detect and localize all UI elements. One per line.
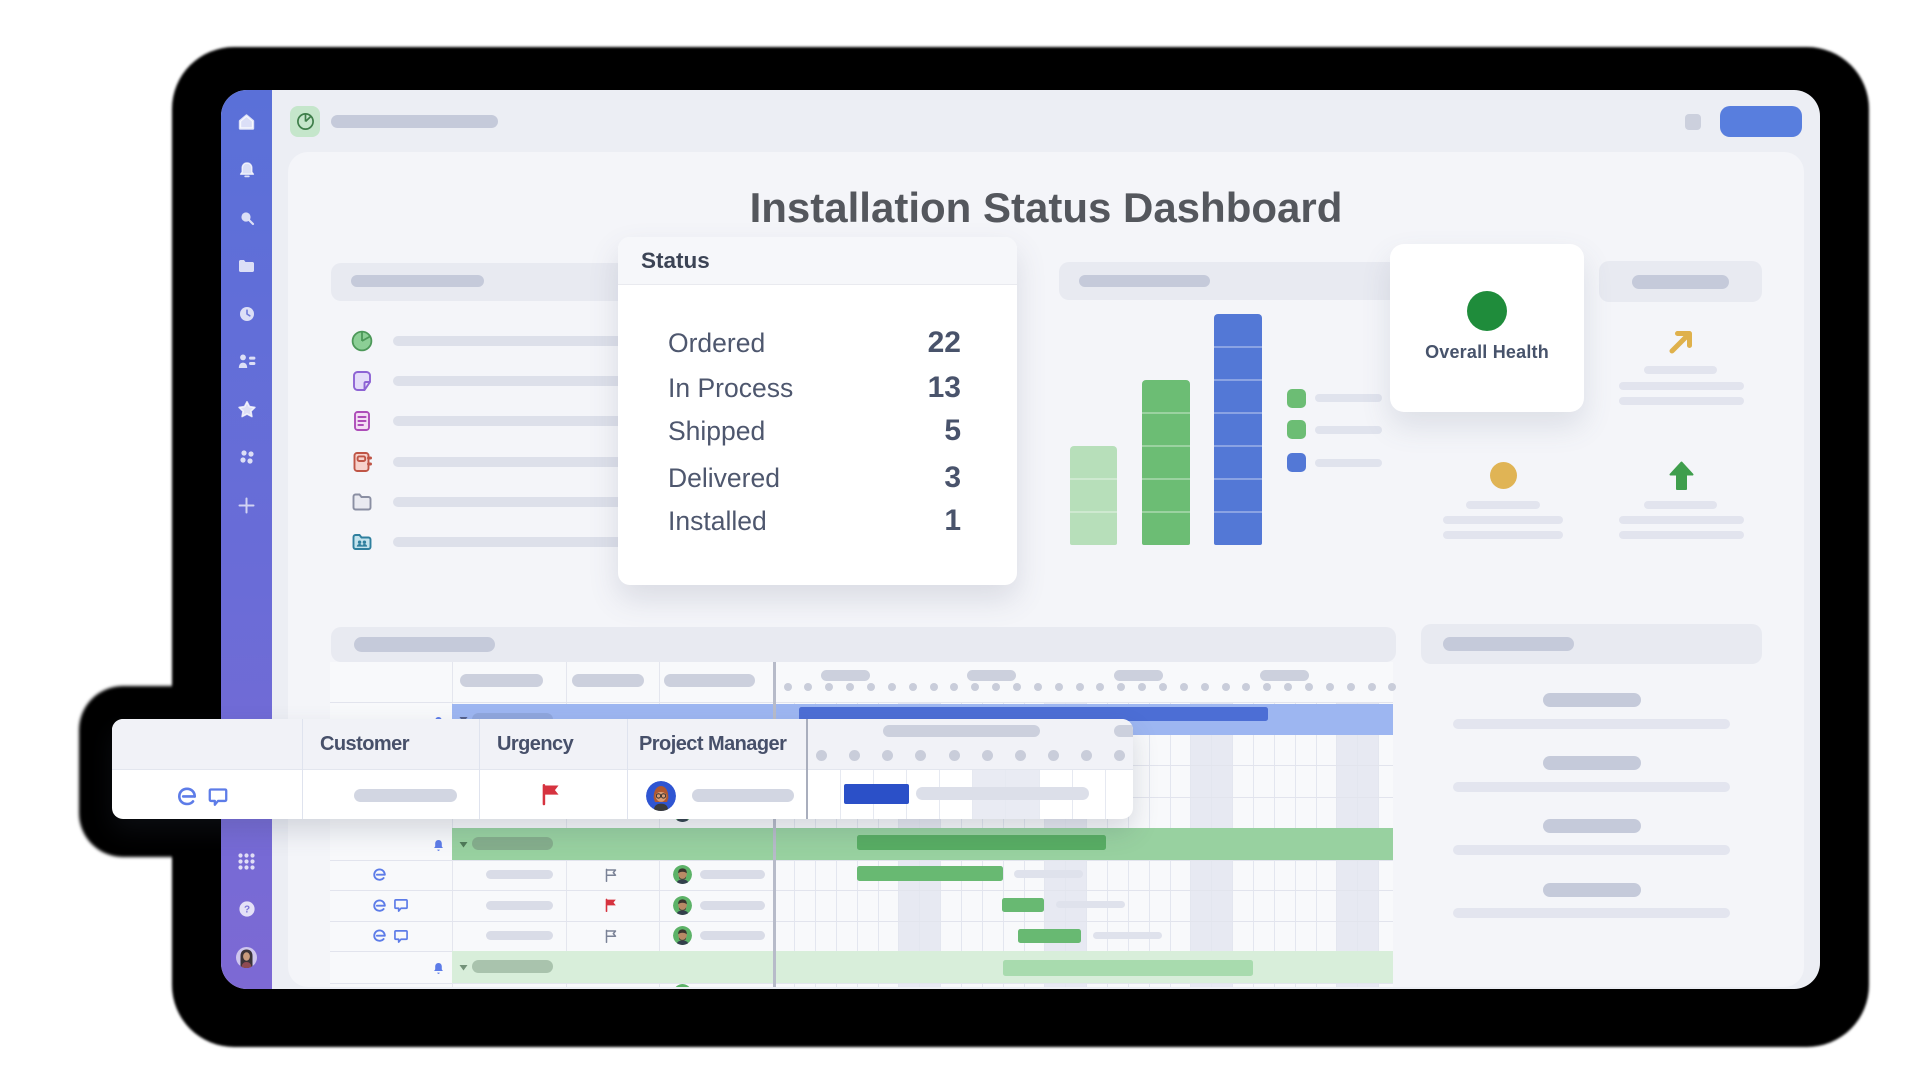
svg-text:?: ?	[243, 904, 249, 915]
